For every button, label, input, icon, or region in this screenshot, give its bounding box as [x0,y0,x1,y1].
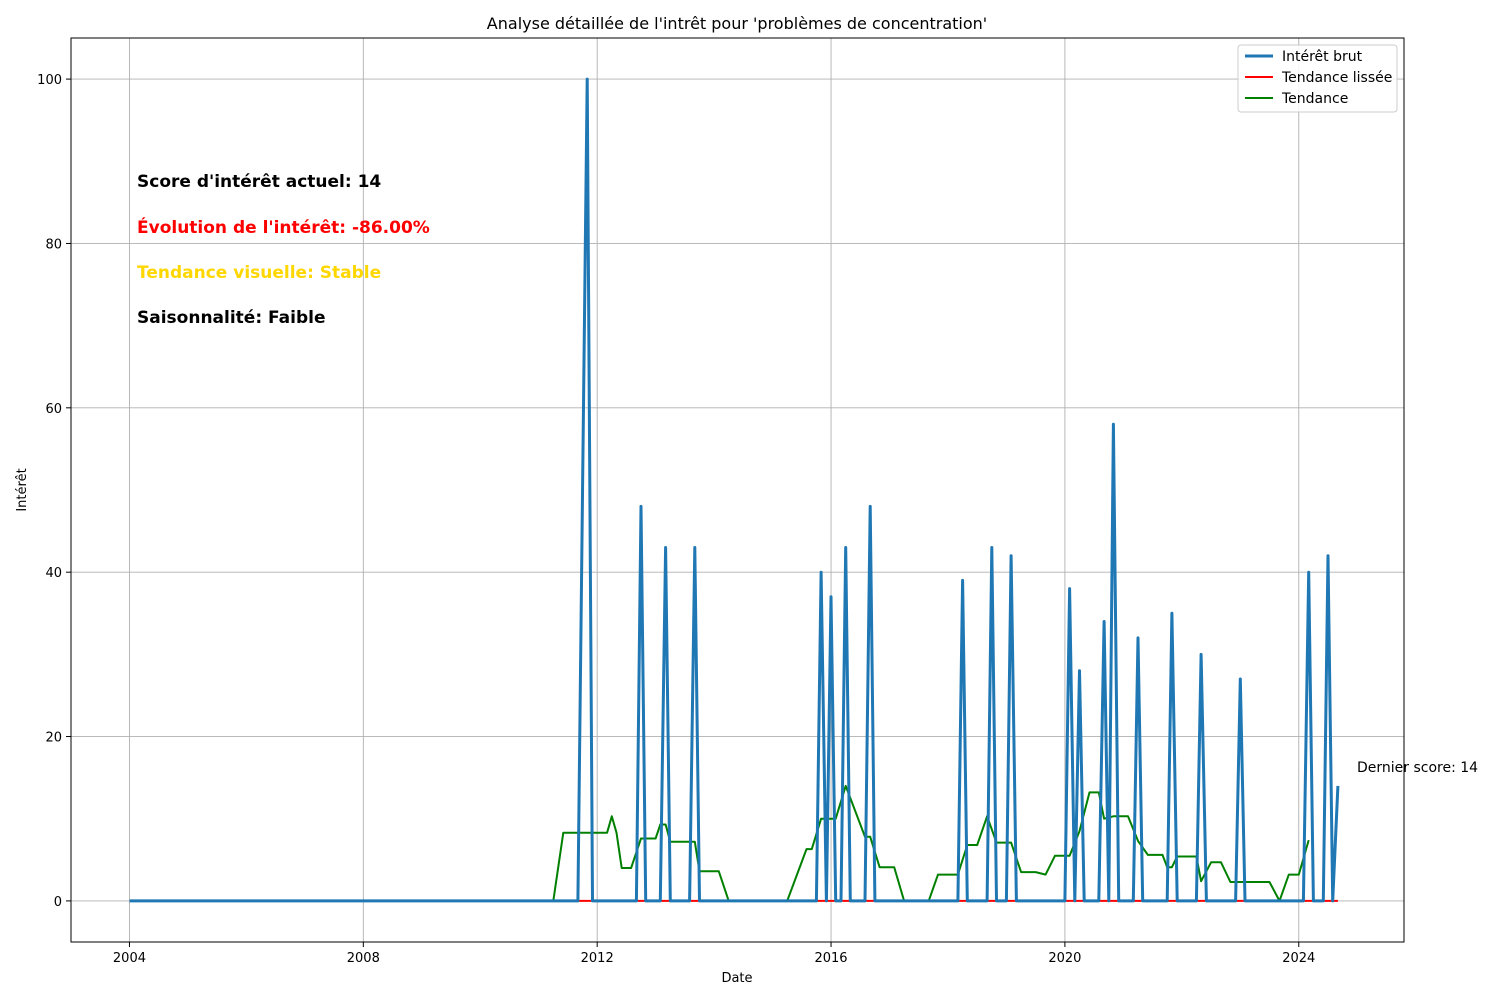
chart-title: Analyse détaillée de l'intrêt pour 'prob… [487,14,987,33]
legend: Intérêt brut Tendance lissée Tendance [1237,44,1398,113]
annotation-tendance: Tendance visuelle: Stable [137,263,381,283]
legend-label-raw: Intérêt brut [1282,49,1363,65]
ticks: 2004 2008 2012 2016 2020 2024 0 20 40 60 80 100 [37,73,1315,966]
series-raw-interest [129,77,1340,903]
legend-box [1237,44,1398,113]
legend-label-smoothed: Tendance lissée [1281,70,1392,86]
y-tick-label: 0 [54,895,62,910]
y-tick-label: 80 [45,237,62,252]
x-tick-label: 2016 [814,951,847,966]
annotation-saisonnalite: Saisonnalité: Faible [137,308,326,328]
x-tick-label: 2012 [581,951,614,966]
y-tick-label: 60 [45,402,62,417]
plot-frame [70,37,1405,943]
annotation-evolution: Évolution de l'intérêt: -86.00% [137,216,430,238]
series-trend [158,784,1310,902]
y-axis-label: Intérêt [15,468,30,511]
series-layer [129,77,1340,903]
x-tick-label: 2004 [113,951,146,966]
y-tick-label: 40 [45,566,62,581]
legend-label-trend: Tendance [1281,91,1348,107]
y-tick-label: 20 [45,731,62,746]
y-tick-label: 100 [37,73,62,88]
annotation-dernier-score: Dernier score: 14 [1357,760,1478,776]
x-tick-label: 2008 [347,951,380,966]
x-tick-label: 2020 [1048,951,1081,966]
annotation-score: Score d'intérêt actuel: 14 [137,172,381,192]
x-tick-label: 2024 [1282,951,1315,966]
x-axis-label: Date [721,971,752,986]
